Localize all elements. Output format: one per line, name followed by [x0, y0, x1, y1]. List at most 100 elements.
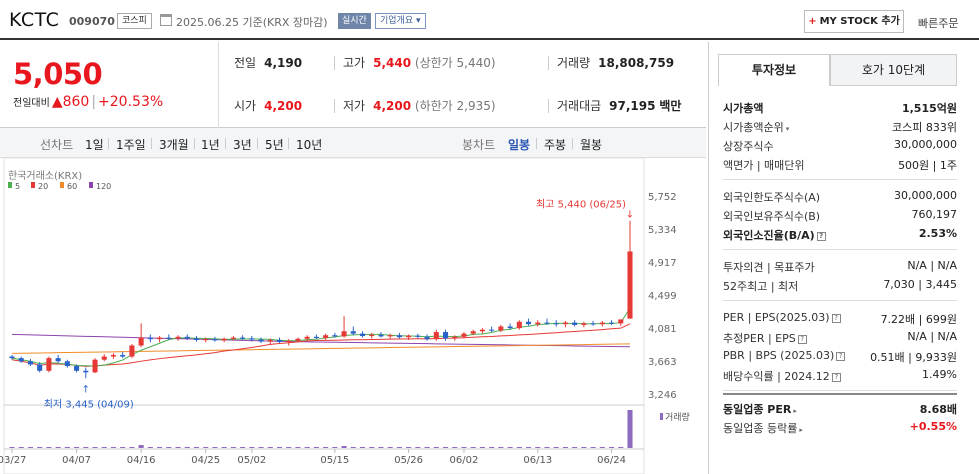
candle-body — [350, 331, 356, 334]
candle-body — [129, 345, 135, 357]
low-price: 저가 4,200 (하한가 2,935) — [343, 97, 496, 114]
candle-body — [553, 323, 559, 325]
info-row-label: 시가총액 — [723, 102, 764, 115]
help-icon[interactable]: ? — [816, 232, 826, 241]
stock-name: KCTC — [9, 9, 60, 31]
info-row: 시가총액순위 ▾ 코스피 833위 — [723, 119, 957, 136]
help-icon[interactable]: ? — [831, 373, 841, 382]
candle-body — [147, 337, 153, 340]
period-1d[interactable]: 1일 — [85, 138, 104, 152]
candle-body — [609, 322, 615, 324]
info-row-label: 외국인보유주식수(B) — [723, 210, 821, 223]
period-10y[interactable]: 10년 — [296, 138, 323, 152]
price-panel: 5,050 전일대비 ▲860 | +20.53% 전일 4,190 고가 5,440 (… — [0, 42, 706, 128]
candle-body — [295, 338, 301, 341]
chevron-icon[interactable]: ▾ — [785, 125, 790, 133]
candle-body — [479, 329, 485, 332]
x-tick-label: 04/16 — [127, 455, 156, 466]
volume-bar — [433, 447, 439, 448]
volume-bar — [479, 447, 485, 448]
candle-body — [175, 336, 181, 339]
candle-monthly[interactable]: 월봉 — [580, 138, 603, 152]
candle-body — [304, 336, 310, 339]
tab-order-book[interactable]: 호가 10단계 — [830, 54, 957, 86]
candle-body — [387, 335, 393, 337]
volume-bar — [193, 447, 200, 448]
info-row-value: 30,000,000 — [894, 189, 957, 202]
help-icon[interactable]: ? — [831, 314, 841, 323]
info-row-label: 투자의견 | 목표주가 — [723, 261, 815, 274]
quick-order-link[interactable]: 빠른주문 — [918, 17, 959, 30]
tab-investment-info[interactable]: 투자정보 — [718, 54, 830, 86]
candle-daily[interactable]: 일봉 — [508, 138, 531, 152]
volume-bar — [120, 447, 126, 448]
candle-body — [9, 356, 15, 359]
candle-weekly[interactable]: 주봉 — [544, 138, 567, 152]
volume-bar — [221, 447, 227, 448]
open-label: 시가 — [234, 99, 257, 113]
help-icon[interactable]: ? — [797, 335, 807, 344]
chevron-icon[interactable]: ▸ — [793, 407, 797, 415]
period-1y[interactable]: 1년 — [201, 138, 220, 152]
info-row-value: 500원 | 1주 — [898, 159, 957, 172]
volume-bar — [424, 447, 430, 448]
section-divider — [723, 393, 957, 395]
info-row-label: 동일업종 등락률 ▸ — [723, 422, 803, 435]
change-separator: | — [91, 94, 97, 110]
company-overview-button[interactable]: 기업개요 ▾ — [375, 13, 426, 29]
volume-bar — [415, 447, 421, 448]
period-3y[interactable]: 3년 — [233, 138, 252, 152]
period-3m[interactable]: 3개월 — [159, 138, 189, 152]
volume-bar — [240, 447, 246, 448]
period-sep — [536, 138, 537, 149]
volume-bar — [396, 447, 402, 448]
info-row-value: 8.68배 — [919, 403, 957, 416]
y-tick-label: 3,663 — [648, 357, 677, 368]
volume-bar — [37, 447, 43, 448]
stat-divider — [334, 56, 335, 70]
info-row-value: 7.22배 | 699원 — [880, 313, 957, 326]
volume-bar — [212, 447, 218, 448]
info-row-label: 52주최고 | 최저 — [723, 280, 799, 293]
period-5y[interactable]: 5년 — [265, 138, 284, 152]
upper-limit: (상한가 5,440) — [414, 56, 496, 70]
candle-body — [46, 358, 52, 371]
volume-bar — [129, 447, 135, 448]
chevron-icon[interactable]: ▸ — [799, 426, 803, 434]
ma-5-line — [11, 307, 631, 367]
candle-body — [599, 322, 605, 325]
period-1w[interactable]: 1주일 — [116, 138, 146, 152]
info-section-3: 투자의견 | 목표주가 N/A | N/A 52주최고 | 최저 7,030 | 3,… — [723, 255, 957, 301]
volume-bar — [203, 447, 209, 448]
period-sep — [108, 138, 109, 149]
volume-bar — [618, 447, 624, 448]
info-row-label: PER | EPS(2025.03)? — [723, 311, 841, 324]
ma-20-line — [11, 323, 631, 367]
price-chart[interactable]: 한국거래소(KRX) 5 20 60 120 5,752 5,334 4,917 4,499 4,… — [0, 158, 706, 474]
volume-bar — [166, 447, 172, 448]
high-arrow-icon: ↓ — [626, 210, 634, 221]
candle-body — [498, 326, 504, 331]
period-sep — [257, 138, 258, 149]
period-sep — [288, 138, 289, 149]
info-row-value: 코스피 833위 — [892, 121, 957, 134]
volume-bar — [27, 447, 33, 448]
high-value: 5,440 — [373, 56, 412, 70]
help-icon[interactable]: ? — [836, 352, 846, 361]
realtime-button[interactable]: 실시간 — [338, 13, 371, 29]
candle-body — [55, 358, 61, 362]
x-tick-label: 04/07 — [62, 455, 91, 466]
candlestick-chart[interactable]: 한국거래소(KRX)5 20 60 120 5,752 5,334 4,917 4,499 4,… — [0, 158, 706, 474]
base-date: 2025.06.25 기준(KRX 장마감) — [176, 16, 328, 29]
volume: 거래량 18,808,759 — [557, 54, 674, 71]
low-annotation: 최저 3,445 (04/09) — [44, 398, 134, 410]
add-my-stock-button[interactable]: + MY STOCK 추가 — [804, 10, 904, 33]
lower-limit: (하한가 2,935) — [414, 99, 496, 113]
y-tick-label: 4,081 — [648, 324, 677, 335]
stat-divider — [548, 99, 549, 113]
info-row: 상장주식수 30,000,000 — [723, 138, 957, 155]
info-row-value: N/A | N/A — [907, 259, 957, 272]
x-tick-label: 06/24 — [597, 455, 626, 466]
current-price: 5,050 — [13, 57, 103, 91]
volume-bar — [599, 447, 605, 448]
